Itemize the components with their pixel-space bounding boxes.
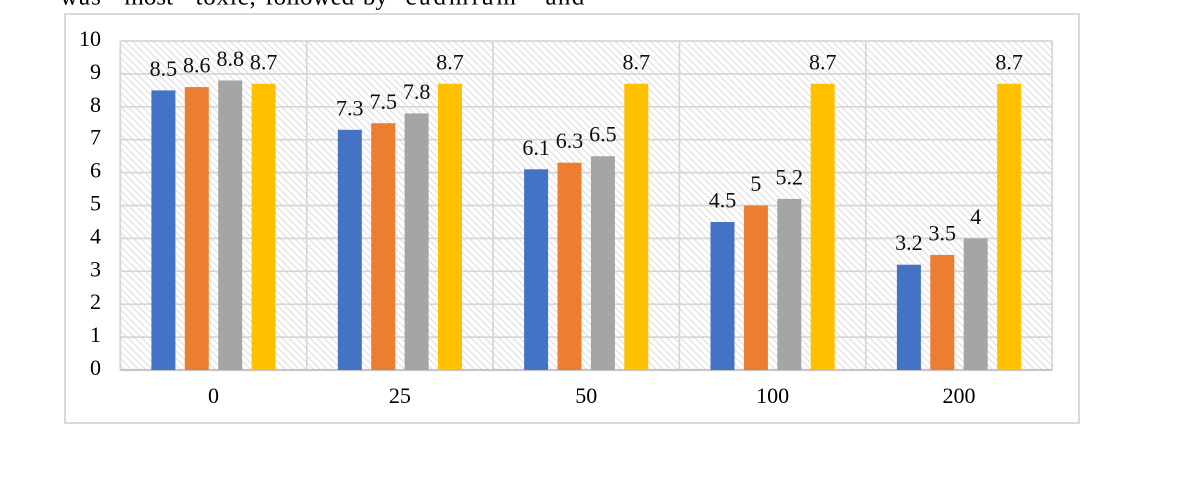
svg-text:8.7: 8.7 [623, 49, 651, 74]
svg-text:4.5: 4.5 [709, 188, 737, 213]
svg-text:cadmium: cadmium [406, 0, 519, 10]
svg-text:7.5: 7.5 [369, 89, 397, 114]
svg-text:8.7: 8.7 [809, 49, 837, 74]
svg-text:5.2: 5.2 [776, 164, 804, 189]
svg-text:10: 10 [79, 26, 101, 51]
svg-text:25: 25 [389, 383, 411, 408]
svg-text:7: 7 [90, 125, 101, 150]
svg-text:8.6: 8.6 [183, 53, 211, 78]
svg-text:6.3: 6.3 [556, 128, 584, 153]
svg-text:1: 1 [90, 322, 101, 347]
svg-text:3.2: 3.2 [895, 230, 923, 255]
svg-text:2: 2 [90, 289, 101, 314]
svg-text:50: 50 [575, 383, 597, 408]
svg-text:followed: followed [265, 0, 354, 10]
svg-text:3: 3 [90, 256, 101, 281]
svg-text:7.8: 7.8 [403, 79, 431, 104]
svg-text:3.5: 3.5 [929, 220, 957, 245]
svg-text:8: 8 [90, 92, 101, 117]
svg-text:0: 0 [208, 383, 219, 408]
svg-text:and: and [546, 0, 586, 10]
svg-text:5: 5 [750, 171, 761, 196]
svg-text:toxic,: toxic, [196, 0, 257, 10]
svg-text:6.5: 6.5 [589, 122, 617, 147]
svg-text:100: 100 [756, 383, 789, 408]
svg-text:200: 200 [943, 383, 976, 408]
svg-text:5: 5 [90, 191, 101, 216]
svg-text:8.7: 8.7 [250, 49, 278, 74]
svg-text:9: 9 [90, 59, 101, 84]
svg-text:0: 0 [90, 355, 101, 380]
svg-text:most: most [124, 0, 173, 10]
svg-text:7.3: 7.3 [336, 95, 364, 120]
svg-text:8.7: 8.7 [995, 49, 1023, 74]
svg-text:8.8: 8.8 [216, 46, 244, 71]
svg-text:by: by [363, 0, 389, 10]
svg-text:8.5: 8.5 [150, 56, 178, 81]
svg-text:6.1: 6.1 [522, 135, 550, 160]
svg-text:was: was [60, 0, 102, 10]
svg-text:4: 4 [970, 204, 981, 229]
svg-text:6: 6 [90, 158, 101, 183]
svg-text:4: 4 [90, 223, 101, 248]
svg-text:8.7: 8.7 [436, 49, 464, 74]
